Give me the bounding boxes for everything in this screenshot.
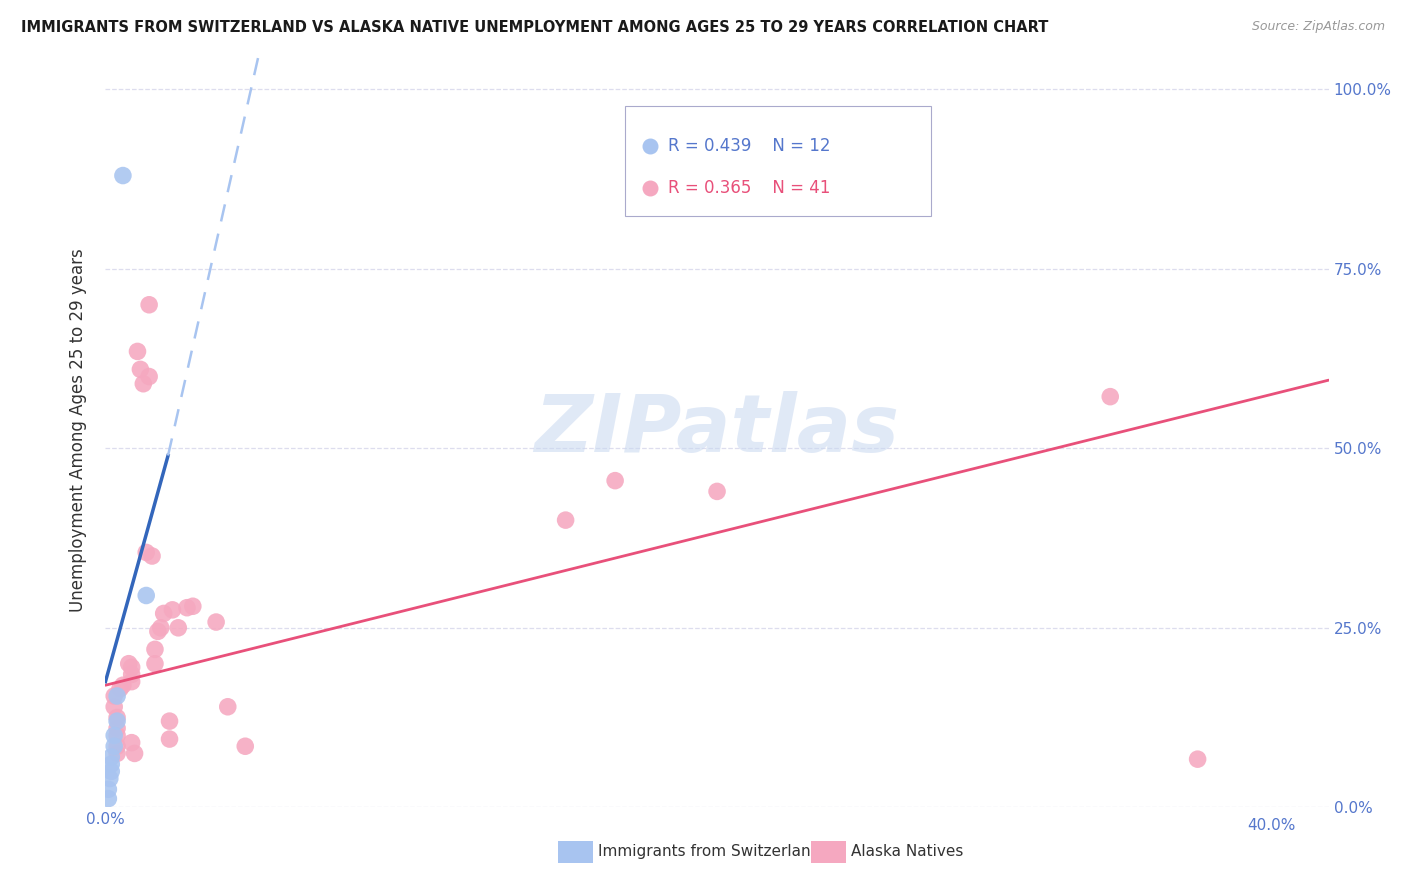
Point [159, 714, 181, 728]
Point [233, 739, 256, 754]
Point [149, 621, 172, 635]
Point [121, 674, 143, 689]
Point [603, 474, 626, 488]
Point [105, 739, 128, 754]
Point [205, 615, 228, 629]
Point [108, 681, 131, 696]
Text: IMMIGRANTS FROM SWITZERLAND VS ALASKA NATIVE UNEMPLOYMENT AMONG AGES 25 TO 29 YE: IMMIGRANTS FROM SWITZERLAND VS ALASKA NA… [21, 20, 1049, 35]
Text: Source: ZipAtlas.com: Source: ZipAtlas.com [1251, 20, 1385, 33]
Point [176, 600, 198, 615]
Point [159, 732, 181, 747]
Point [143, 657, 166, 671]
Point [105, 721, 128, 735]
Point [554, 513, 576, 527]
Point [143, 642, 166, 657]
Point [111, 678, 134, 692]
Point [138, 298, 160, 312]
Point [706, 484, 728, 499]
Point [103, 729, 125, 743]
Point [100, 750, 122, 764]
Point [135, 589, 157, 603]
Point [132, 376, 155, 391]
Point [181, 599, 204, 614]
Point [121, 667, 143, 681]
Point [111, 169, 134, 183]
Point [121, 736, 143, 750]
Point [135, 545, 157, 559]
Point [1187, 752, 1209, 766]
Text: R = 0.365    N = 41: R = 0.365 N = 41 [668, 178, 831, 196]
Point [141, 549, 163, 563]
Point [100, 757, 122, 772]
Point [162, 603, 184, 617]
Point [103, 739, 125, 754]
Point [105, 747, 128, 761]
FancyBboxPatch shape [626, 106, 931, 216]
Point [121, 660, 143, 674]
Point [97, 782, 120, 797]
Point [124, 747, 146, 761]
Point [167, 621, 190, 635]
Point [100, 764, 122, 779]
Text: Immigrants from Switzerland: Immigrants from Switzerland [598, 845, 820, 859]
Point [105, 689, 128, 703]
Point [127, 344, 149, 359]
Point [98, 772, 121, 786]
Point [105, 729, 128, 743]
Point [97, 791, 120, 805]
Text: ZIPatlas: ZIPatlas [534, 392, 900, 469]
Point [118, 657, 141, 671]
Text: R = 0.439    N = 12: R = 0.439 N = 12 [668, 137, 831, 155]
Point [129, 362, 152, 376]
Point [1391, 210, 1406, 224]
Point [146, 624, 169, 639]
Text: 40.0%: 40.0% [1247, 818, 1295, 832]
Y-axis label: Unemployment Among Ages 25 to 29 years: Unemployment Among Ages 25 to 29 years [69, 249, 87, 612]
Point [1391, 170, 1406, 185]
Point [217, 699, 239, 714]
Point [152, 607, 174, 621]
Text: Alaska Natives: Alaska Natives [851, 845, 963, 859]
Point [138, 369, 160, 384]
Point [105, 714, 128, 728]
Point [105, 710, 128, 724]
Point [103, 689, 125, 703]
Point [1099, 390, 1122, 404]
Point [103, 699, 125, 714]
